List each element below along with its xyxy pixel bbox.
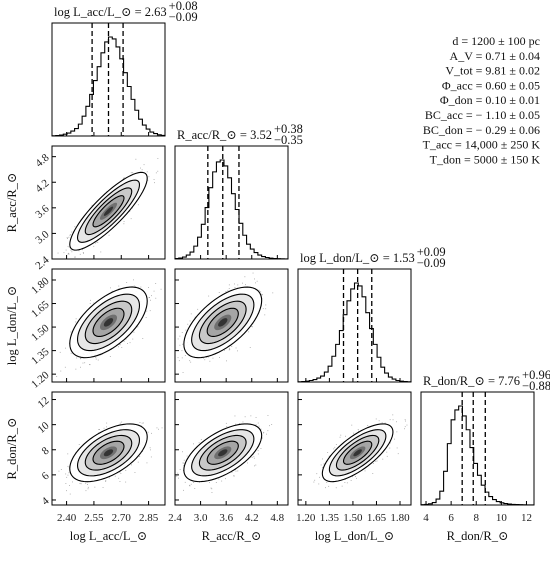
fixed-param-0: d = 1200 ± 100 pc	[452, 34, 540, 48]
fixed-param-7: T_acc = 14,000 ± 250 K	[423, 138, 541, 152]
x-tick-label-L_acc: 2.55	[84, 512, 104, 524]
title-minus: −0.09	[169, 10, 198, 24]
panel-L_acc-R_acc	[51, 145, 166, 260]
x-tick-label-L_acc: 2.70	[112, 512, 132, 524]
x-tick-label-R_don: 4	[423, 512, 429, 524]
x-tick-label-R_acc: 3.0	[194, 512, 208, 524]
histogram-R_don	[420, 405, 535, 506]
panel-L_acc-R_don	[51, 391, 166, 506]
x-tick-label-L_acc: 2.40	[57, 512, 77, 524]
x-tick-label-R_acc: 3.6	[219, 512, 233, 524]
title-plus: +0.96	[522, 368, 550, 382]
y-tick-label-R_don: 4	[40, 495, 52, 508]
y-tick-label-R_don: 6	[40, 470, 52, 483]
x-tick-label-L_don: 1.80	[390, 512, 410, 524]
y-tick-label-R_acc: 4.2	[33, 177, 51, 195]
title-minus: −0.35	[274, 133, 303, 147]
x-axis-label-R_acc: R_acc/R_⊙	[202, 529, 262, 543]
title-L_don: log L_don/L_⊙ = 1.53 +0.09−0.09	[300, 245, 446, 270]
title-R_acc: R_acc/R_⊙ = 3.52 +0.38−0.35	[177, 122, 303, 147]
contour-L_don-R_don-5	[353, 449, 362, 457]
histogram-R_acc	[174, 159, 289, 260]
title-minus: −0.09	[417, 256, 446, 270]
title-plus: +0.09	[417, 245, 446, 259]
x-tick-label-R_acc: 2.4	[168, 512, 182, 524]
contour-L_acc-R_don-5	[103, 449, 114, 457]
panels-layer	[51, 22, 535, 506]
y-tick-label-L_don: 1.65	[29, 298, 52, 320]
y-tick-label-R_acc: 3.0	[33, 228, 52, 246]
x-tick-label-L_don: 1.35	[320, 512, 340, 524]
x-tick-label-L_don: 1.65	[367, 512, 387, 524]
y-tick-label-R_don: 8	[40, 445, 52, 458]
panel-frame	[174, 145, 289, 260]
x-tick-label-L_don: 1.50	[343, 512, 363, 524]
fixed-parameters-list: d = 1200 ± 100 pcA_V = 0.71 ± 0.04V_tot …	[423, 34, 541, 166]
panel-L_don-R_don	[297, 391, 412, 506]
title-plus: +0.08	[169, 0, 198, 13]
panel-frame	[420, 391, 535, 506]
x-tick-label-R_don: 6	[448, 512, 454, 524]
panel-R_acc-L_don	[174, 268, 289, 383]
contour-R_acc-L_don-5	[218, 318, 228, 327]
y-tick-label-R_don: 10	[35, 419, 52, 436]
y-tick-label-L_don: 1.20	[29, 369, 52, 391]
panel-L_don-L_don	[297, 268, 412, 383]
x-tick-label-R_don: 8	[473, 512, 479, 524]
x-axis-label-L_acc: log L_acc/L_⊙	[70, 529, 147, 543]
y-axis-label-L_don: log L_don/L_⊙	[5, 286, 19, 366]
x-tick-label-R_don: 12	[521, 512, 532, 524]
x-tick-label-R_acc: 4.8	[270, 512, 284, 524]
y-tick-label-L_don: 1.35	[29, 345, 52, 367]
histogram-L_don	[297, 282, 412, 383]
x-tick-label-R_acc: 4.2	[245, 512, 259, 524]
contour-L_acc-L_don-5	[103, 318, 114, 327]
fixed-param-5: BC_acc = − 1.10 ± 0.05	[425, 108, 540, 122]
y-tick-label-R_acc: 3.6	[33, 203, 52, 221]
x-tick-label-R_don: 10	[496, 512, 508, 524]
x-axis-label-R_don: R_don/R_⊙	[447, 529, 509, 543]
panel-L_acc-L_don	[51, 268, 166, 383]
y-axis-label-R_don: R_don/R_⊙	[5, 418, 19, 480]
x-tick-label-L_acc: 2.85	[139, 512, 159, 524]
fixed-param-3: Φ_acc = 0.60 ± 0.05	[442, 78, 540, 92]
y-tick-label-L_don: 1.50	[29, 322, 52, 344]
fixed-param-8: T_don = 5000 ± 150 K	[430, 152, 541, 166]
title-minus: −0.88	[522, 379, 550, 393]
title-text: R_acc/R_⊙ = 3.52	[177, 128, 272, 142]
y-tick-label-R_don: 12	[35, 395, 51, 411]
fixed-param-6: BC_don = − 0.29 ± 0.06	[423, 123, 540, 137]
contour-L_acc-R_acc-5	[103, 206, 114, 216]
title-text: R_don/R_⊙ = 7.76	[423, 374, 520, 388]
panel-R_acc-R_acc	[174, 145, 289, 260]
x-axis-label-L_don: log L_don/L_⊙	[315, 529, 395, 543]
title-R_don: R_don/R_⊙ = 7.76 +0.96−0.88	[423, 368, 550, 393]
fixed-param-1: A_V = 0.71 ± 0.04	[450, 49, 540, 63]
y-tick-label-L_don: 1.80	[29, 275, 52, 297]
contour-R_acc-R_don-5	[218, 449, 228, 457]
panel-R_acc-R_don	[174, 391, 289, 506]
panel-R_don-R_don	[420, 391, 535, 506]
fixed-param-4: Φ_don = 0.10 ± 0.01	[440, 93, 540, 107]
title-text: log L_acc/L_⊙ = 2.63	[54, 5, 167, 19]
title-plus: +0.38	[274, 122, 303, 136]
panel-L_acc-L_acc	[51, 22, 166, 137]
text-layer: 2.40 2.55 2.70 2.85 log L_acc/L_⊙ 2.4 3.0 3.6 4.…	[5, 0, 550, 543]
y-tick-label-R_acc: 4.8	[33, 151, 52, 169]
y-tick-label-R_acc: 2.4	[33, 254, 52, 272]
title-L_acc: log L_acc/L_⊙ = 2.63 +0.08−0.09	[54, 0, 198, 24]
x-tick-label-L_don: 1.20	[296, 512, 316, 524]
fixed-param-2: V_tot = 9.81 ± 0.02	[445, 64, 540, 78]
y-axis-label-R_acc: R_acc/R_⊙	[5, 173, 19, 233]
panel-frame	[51, 268, 166, 383]
title-text: log L_don/L_⊙ = 1.53	[300, 251, 415, 265]
